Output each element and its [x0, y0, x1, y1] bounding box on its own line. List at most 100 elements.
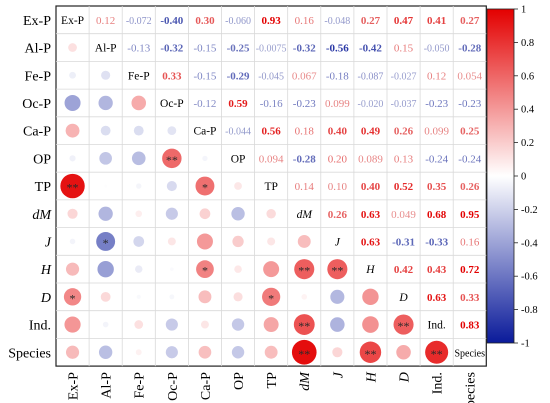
- value-label-fe-p-dm: 0.067: [292, 70, 317, 82]
- circle-op-oc-p: [162, 148, 182, 169]
- circle-h-fe-p: [135, 265, 143, 273]
- circle-d-fe-p: [136, 294, 141, 299]
- significance-mark-ind-d: **: [398, 319, 410, 333]
- y-tick-label-ca-p: Ca-P: [23, 125, 51, 140]
- value-label-dm-species: 0.95: [460, 209, 480, 221]
- circle-ind-al-p: [102, 321, 109, 328]
- circle-d-j: [330, 289, 345, 304]
- value-label-al-p-ca-p: -0.15: [193, 43, 216, 55]
- significance-mark-j-al-p: *: [103, 236, 109, 250]
- circle-species-oc-p: [165, 346, 178, 359]
- value-label-ex-p-j: -0.048: [324, 16, 350, 27]
- circle-species-tp: [264, 345, 278, 359]
- circle-ind-ex-p: [64, 316, 81, 333]
- diagonal-label-oc-p: Oc-P: [160, 98, 184, 110]
- value-label-tp-dm: 0.14: [295, 181, 315, 193]
- value-label-tp-ind: 0.35: [427, 181, 447, 193]
- value-label-oc-p-j: 0.099: [325, 98, 350, 110]
- circle-h-al-p: [97, 260, 114, 278]
- circle-j-ca-p: [196, 233, 213, 250]
- value-label-al-p-species: -0.28: [458, 43, 481, 55]
- diagonal-label-al-p: Al-P: [95, 43, 117, 55]
- value-label-fe-p-h: -0.087: [358, 71, 384, 82]
- value-label-fe-p-species: 0.054: [457, 70, 482, 82]
- value-label-ind-species: 0.83: [460, 320, 480, 332]
- circle-d-ca-p: [198, 290, 212, 304]
- value-label-fe-p-oc-p: 0.33: [162, 70, 182, 82]
- circle-j-tp: [267, 237, 276, 246]
- significance-mark-ind-dm: **: [298, 319, 310, 333]
- value-label-ex-p-fe-p: -0.072: [126, 16, 152, 27]
- circle-dm-ex-p: [67, 208, 78, 219]
- colorbar-tick-label: -0.2: [521, 205, 538, 216]
- y-tick-label-al-p: Al-P: [25, 42, 52, 57]
- circle-h-tp: [263, 261, 280, 278]
- value-label-op-dm: -0.28: [293, 153, 316, 165]
- circle-ca-p-oc-p: [167, 126, 177, 136]
- value-label-dm-h: 0.63: [361, 209, 381, 221]
- plot-frame: [55, 5, 487, 367]
- value-label-al-p-d: 0.15: [394, 43, 414, 55]
- value-label-op-ind: -0.24: [425, 153, 448, 165]
- value-label-oc-p-d: -0.037: [391, 99, 417, 110]
- value-label-ca-p-op: -0.044: [225, 127, 251, 138]
- value-label-fe-p-d: -0.027: [391, 71, 417, 82]
- value-label-al-p-h: -0.42: [359, 43, 382, 55]
- circle-oc-p-al-p: [98, 95, 113, 111]
- circle-fe-p-ex-p: [69, 71, 76, 79]
- circle-d-h: [362, 288, 379, 306]
- value-label-ex-p-dm: 0.16: [295, 15, 315, 27]
- diagonal-label-tp: TP: [264, 181, 277, 193]
- circle-j-oc-p: [167, 237, 176, 246]
- value-label-dm-d: 0.049: [391, 209, 416, 221]
- value-label-h-species: 0.72: [460, 264, 480, 276]
- value-label-oc-p-ca-p: -0.12: [193, 98, 216, 110]
- value-label-j-h: 0.63: [361, 236, 381, 248]
- value-label-d-species: 0.33: [460, 292, 480, 304]
- value-label-al-p-dm: -0.32: [293, 43, 316, 55]
- circle-op-al-p: [99, 152, 112, 165]
- y-tick-label-op: OP: [33, 152, 51, 167]
- value-label-dm-j: 0.26: [328, 209, 348, 221]
- significance-mark-h-j: **: [331, 264, 343, 278]
- value-label-h-d: 0.42: [394, 264, 414, 276]
- x-tick-label-h: H: [364, 371, 379, 383]
- diagonal-label-ca-p: Ca-P: [193, 126, 216, 138]
- value-label-tp-d: 0.52: [394, 181, 414, 193]
- circle-tp-ca-p: [195, 176, 215, 196]
- circle-species-d: [396, 344, 411, 360]
- diagonal-label-ind: Ind.: [428, 320, 446, 332]
- value-label-oc-p-dm: -0.23: [293, 98, 316, 110]
- value-label-ex-p-oc-p: -0.40: [160, 15, 183, 27]
- value-label-ca-p-dm: 0.18: [295, 126, 315, 138]
- value-label-al-p-ind: -0.050: [424, 44, 450, 55]
- diagonal-label-j: J: [335, 236, 341, 248]
- colorbar-tick-label: -0.6: [521, 272, 538, 283]
- value-label-ex-p-ind: 0.41: [427, 15, 446, 27]
- diagonal-label-dm: dM: [297, 209, 314, 221]
- circle-species-fe-p: [135, 349, 142, 356]
- circle-ind-fe-p: [134, 320, 144, 329]
- colorbar-tick-label: 0.8: [521, 38, 534, 49]
- circle-d-oc-p: [169, 294, 175, 300]
- circle-ca-p-ex-p: [65, 123, 80, 138]
- value-label-op-tp: 0.094: [259, 153, 284, 165]
- circle-oc-p-fe-p: [131, 95, 147, 111]
- circle-j-ex-p: [69, 238, 76, 245]
- circle-species-h: [359, 341, 382, 363]
- circle-dm-fe-p: [135, 210, 143, 218]
- significance-mark-h-ca-p: *: [202, 264, 208, 278]
- circle-j-dm: [297, 234, 311, 248]
- colorbar-tick-label: 1: [521, 5, 526, 16]
- circle-ind-h: [362, 316, 379, 333]
- circle-dm-oc-p: [165, 207, 178, 220]
- diagonal-label-species: Species: [454, 348, 485, 359]
- significance-mark-tp-ex-p: **: [67, 181, 79, 195]
- circle-d-ex-p: [63, 288, 82, 306]
- circle-j-op: [232, 235, 244, 248]
- x-tick-label-ex-p: Ex-P: [67, 372, 82, 400]
- circle-d-dm: [301, 294, 308, 300]
- value-label-al-p-tp: -0.0075: [256, 44, 287, 55]
- circle-tp-al-p: [104, 184, 108, 188]
- x-tick-label-ca-p: Ca-P: [199, 372, 214, 400]
